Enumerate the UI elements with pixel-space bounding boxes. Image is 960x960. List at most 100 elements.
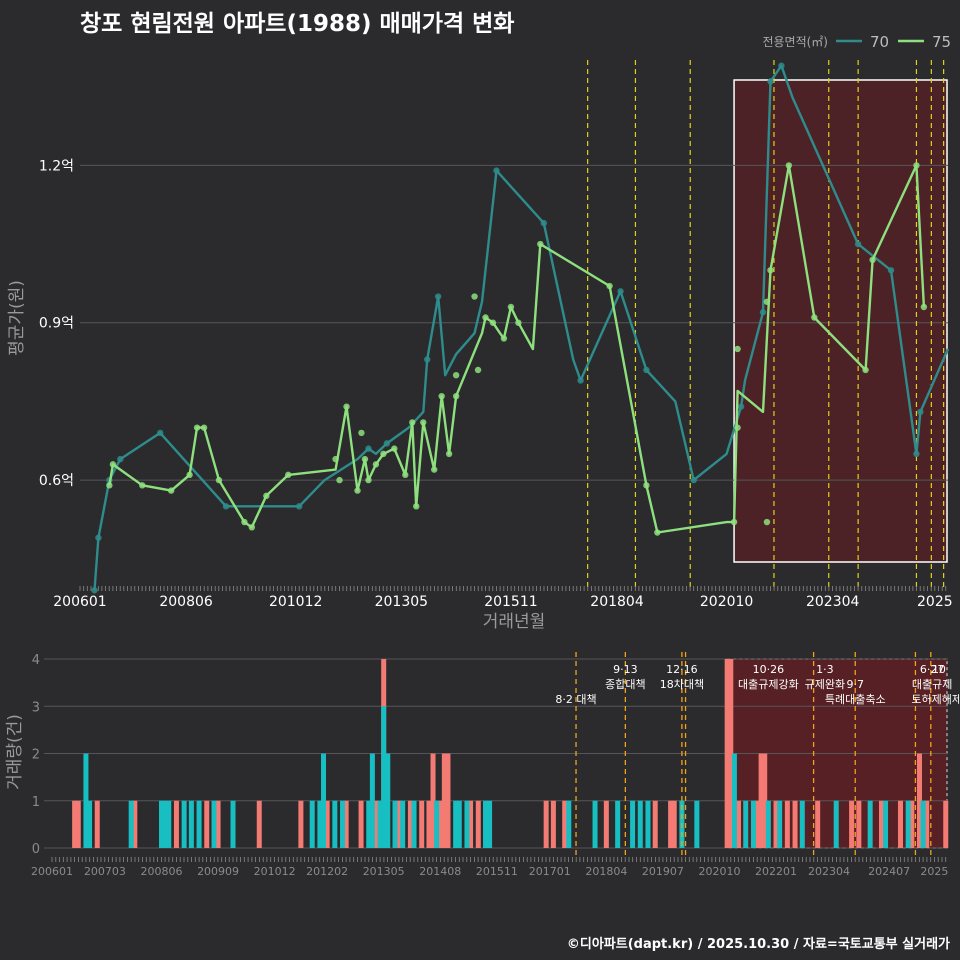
- volume-bar-70: [856, 800, 862, 848]
- price-line-70: [93, 64, 950, 591]
- volume-series-75: [83, 706, 926, 848]
- policy-annotation: 10·26: [753, 663, 785, 676]
- volume-bar-70: [256, 800, 262, 848]
- price-point-75: [336, 476, 343, 484]
- price-point-75: [730, 518, 738, 526]
- legend-title: 전용면적(㎡): [762, 35, 828, 49]
- price-point-70: [778, 62, 785, 69]
- volume-bar-75: [867, 800, 873, 848]
- volume-bar-70: [358, 800, 364, 848]
- policy-annotation: 8·2 대책: [555, 693, 596, 706]
- price-point-75: [372, 461, 380, 468]
- price-point-75: [452, 392, 460, 400]
- price-point-75: [361, 455, 369, 463]
- price-point-75: [734, 345, 741, 353]
- policy-annotation: 10: [932, 663, 946, 676]
- price-point-70: [365, 445, 372, 452]
- x-tick-label: 201804: [585, 865, 627, 878]
- volume-bar-75: [645, 800, 651, 848]
- price-chart: 0.6억 0.9억 1.2억 200601 200806 201012 201305 2015…: [7, 33, 953, 632]
- volume-bar-75: [731, 753, 737, 848]
- volume-bar-70: [543, 800, 549, 848]
- volume-bar-75: [434, 800, 440, 848]
- price-point-75: [343, 403, 350, 410]
- x-tick-label: 201511: [484, 594, 537, 610]
- price-point-75: [913, 162, 920, 169]
- price-point-70: [117, 455, 124, 463]
- policy-annotation: 규제완화: [805, 678, 845, 691]
- volume-bar-70: [735, 800, 741, 848]
- volume-bar-70: [758, 753, 764, 848]
- volume-bar-70: [762, 753, 768, 848]
- volume-bar-75: [196, 800, 202, 848]
- price-point-75: [109, 461, 117, 468]
- price-point-75: [409, 419, 416, 426]
- volume-bar-75: [905, 800, 911, 848]
- policy-annotation: 토허제해제: [911, 692, 960, 706]
- highlight-period-box: [733, 79, 948, 563]
- volume-bar-75: [464, 800, 470, 848]
- volume-bar-70: [173, 800, 179, 848]
- volume-bar-70: [396, 800, 402, 848]
- volume-bar-70: [430, 753, 436, 848]
- volume-bar-70: [475, 800, 481, 848]
- price-point-75: [763, 518, 771, 526]
- price-point-75: [438, 392, 445, 400]
- volume-bar-75: [679, 800, 685, 848]
- volume-bar-70: [916, 753, 922, 848]
- y-tick-label: 2: [32, 748, 40, 763]
- price-point-70: [737, 403, 745, 410]
- volume-bar-70: [407, 800, 413, 848]
- volume-bar-70: [298, 800, 304, 848]
- volume-bar-70: [792, 800, 798, 848]
- policy-annotation: 대출규제강화: [738, 678, 799, 691]
- volume-bar-70: [603, 800, 609, 848]
- volume-bar-70: [468, 800, 474, 848]
- price-point-75: [537, 240, 544, 248]
- price-point-75: [500, 335, 508, 342]
- volume-bar-75: [381, 706, 387, 848]
- price-point-75: [354, 487, 361, 494]
- x-tick-label: 201701: [529, 865, 571, 878]
- price-point-75: [420, 419, 427, 426]
- price-point-75: [515, 319, 522, 326]
- price-point-75: [285, 471, 292, 479]
- x-tick-label: 202304: [806, 594, 860, 610]
- volume-bar-75: [592, 800, 598, 848]
- volume-bar-75: [321, 753, 327, 848]
- price-point-75: [215, 476, 223, 484]
- price-point-70: [913, 450, 920, 458]
- volume-series-70: [72, 659, 949, 848]
- volume-bar-75: [694, 800, 700, 848]
- price-point-75: [452, 371, 460, 379]
- volume-bar-75: [743, 800, 749, 848]
- policy-annotation: 18차대책: [660, 678, 704, 691]
- volume-bar-70: [909, 800, 915, 848]
- price-point-75: [734, 424, 741, 431]
- price-point-70: [577, 377, 584, 384]
- y-tick-label: 1: [32, 795, 40, 810]
- volume-bar-75: [188, 800, 194, 848]
- volume-bar-75: [181, 800, 187, 848]
- x-tick-label: 200703: [84, 865, 126, 878]
- policy-annotation: 9·7: [846, 678, 864, 691]
- price-point-75: [193, 424, 201, 431]
- volume-bar-75: [377, 800, 383, 848]
- price-point-75: [402, 471, 409, 479]
- volume-bar-75: [366, 800, 372, 848]
- price-point-75: [482, 314, 489, 321]
- volume-bar-75: [162, 800, 168, 848]
- policy-annotation: 특례대출축소: [825, 693, 886, 706]
- price-point-70: [540, 219, 548, 227]
- volume-bar-70: [773, 800, 779, 848]
- price-point-70: [383, 440, 391, 447]
- volume-bar-70: [94, 800, 100, 848]
- x-tick-label: 201012: [269, 594, 322, 610]
- volume-bar-70: [75, 800, 81, 848]
- volume-bar-75: [317, 800, 323, 848]
- volume-bar-70: [815, 800, 821, 848]
- volume-bar-75: [340, 800, 346, 848]
- x-tick-label: 202407: [868, 865, 910, 878]
- price-point-75: [380, 450, 387, 458]
